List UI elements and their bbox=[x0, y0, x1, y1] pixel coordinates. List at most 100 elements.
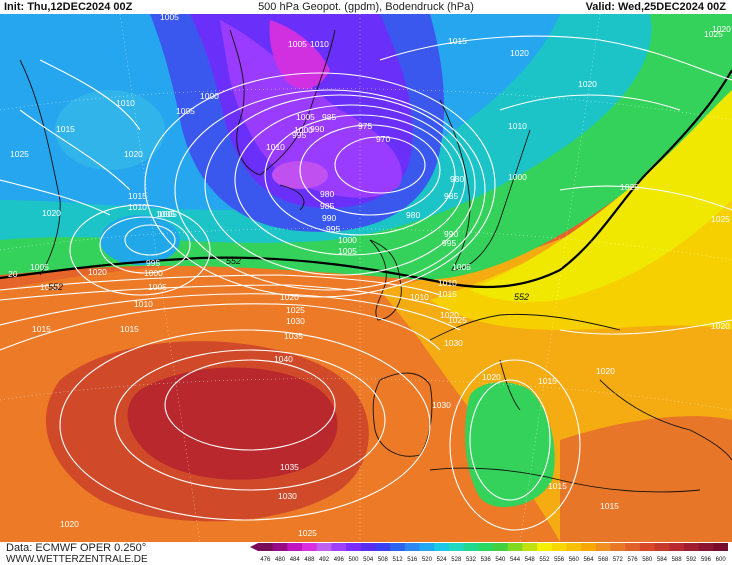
isobar-1025-east bbox=[559, 185, 732, 211]
colorbar-swatch bbox=[287, 543, 303, 551]
colorbar-tick-label: 568 bbox=[598, 557, 609, 563]
init-time-label: Init: Thu,12DEC2024 00Z bbox=[4, 1, 133, 13]
isobar-label: 1020 bbox=[42, 208, 61, 218]
isobar-1015-top bbox=[379, 35, 732, 81]
isobar-1020-top bbox=[499, 94, 681, 111]
colorbar-tick-label: 488 bbox=[304, 557, 315, 563]
colorbar-swatch bbox=[258, 543, 274, 551]
isobar-975 bbox=[299, 124, 441, 216]
isobar-label: 1020 bbox=[88, 267, 107, 277]
colorbar-swatch bbox=[463, 543, 479, 551]
isobar-label: 1015 bbox=[548, 481, 567, 491]
colorbar-tick-label: 524 bbox=[437, 557, 448, 563]
isobar-label: 985 bbox=[444, 191, 458, 201]
colorbar-swatch bbox=[404, 543, 420, 551]
isobar-label: 1015 bbox=[128, 191, 147, 201]
isobar-label: 1020 bbox=[280, 292, 299, 302]
colorbar-tick-label: 564 bbox=[583, 557, 594, 563]
isobar-label: 980 bbox=[406, 210, 420, 220]
isobar-label: 1015 bbox=[600, 501, 619, 511]
isobar-label: 980 bbox=[320, 189, 334, 199]
colorbar-swatch bbox=[625, 543, 641, 551]
geopot-552-contour bbox=[0, 69, 732, 289]
isobar-label: 1000 bbox=[144, 268, 163, 278]
isobar-label: 985 bbox=[322, 112, 336, 122]
isobar-label: 1015 bbox=[56, 124, 75, 134]
isobar-label: 1020 bbox=[482, 372, 501, 382]
isobar-label: 975 bbox=[358, 121, 372, 131]
colorbar-tick-label: 592 bbox=[686, 557, 697, 563]
isobar-990 bbox=[204, 94, 476, 276]
colorbar-swatch bbox=[698, 543, 714, 551]
isobar-label: 1005 bbox=[158, 209, 177, 219]
isobar-1020-east bbox=[559, 319, 732, 335]
isobar-label: 1005 bbox=[30, 262, 49, 272]
isobar-label: 990 bbox=[444, 229, 458, 239]
colorbar-swatch bbox=[493, 543, 509, 551]
magenta-core-fill bbox=[269, 20, 330, 89]
isobar-label: 1020 bbox=[712, 24, 731, 34]
cyan-pocket-fill bbox=[100, 215, 180, 265]
isobar-1025-a bbox=[0, 303, 441, 351]
isobar-label: 1010 bbox=[116, 98, 135, 108]
isobar-label: 1030 bbox=[286, 316, 305, 326]
isobar-label: 995 bbox=[442, 238, 456, 248]
isobar-label: 1010 bbox=[266, 142, 285, 152]
isobar-985 bbox=[234, 104, 466, 256]
scandinavia-coast bbox=[439, 99, 531, 271]
colorbar-tick-label: 496 bbox=[334, 557, 345, 563]
coastlines bbox=[19, 29, 732, 493]
colorbar-tick-label: 540 bbox=[495, 557, 506, 563]
italy-coast bbox=[499, 359, 521, 411]
isobar-label: 1010 bbox=[508, 121, 527, 131]
colorbar-swatch bbox=[683, 543, 700, 551]
colorbar-tick-label: 576 bbox=[628, 557, 639, 563]
isobar-label: 1030 bbox=[278, 491, 297, 501]
colorbar-tick-label: 520 bbox=[422, 557, 433, 563]
isobar-1020-nw bbox=[0, 179, 111, 216]
light-blue-pocket-fill bbox=[55, 90, 165, 170]
isobar-label: 980 bbox=[450, 174, 464, 184]
isobar-1035 bbox=[114, 349, 386, 491]
isobar-label: 1020 bbox=[596, 366, 615, 376]
colorbar-tick-label: 504 bbox=[363, 557, 374, 563]
colorbar-swatch bbox=[507, 543, 523, 551]
isobar-label: 1020 bbox=[578, 79, 597, 89]
isobar-label: 990 bbox=[310, 124, 324, 134]
iceland-coast bbox=[279, 184, 305, 211]
colorbar-tick-label: 528 bbox=[451, 557, 462, 563]
isobar-1020-a bbox=[0, 293, 461, 331]
isobar-label: 1010 bbox=[128, 202, 147, 212]
colorbar-swatch bbox=[654, 543, 670, 551]
colorbar-swatch bbox=[302, 543, 318, 551]
isobar-label: 1020 bbox=[510, 48, 529, 58]
isobar-label: 1020 bbox=[124, 149, 143, 159]
isobar-1005-west bbox=[69, 204, 211, 296]
isobar-label: 985 bbox=[320, 201, 334, 211]
colorbar-tick-label: 512 bbox=[393, 557, 404, 563]
isobar-label: 1030 bbox=[444, 338, 463, 348]
isobar-1010-nw bbox=[39, 59, 141, 131]
colorbar-swatches bbox=[250, 543, 728, 551]
canada-coast bbox=[19, 59, 61, 276]
colorbar-tick-label: 492 bbox=[319, 557, 330, 563]
geopot-552-label: 552 bbox=[226, 256, 241, 266]
yellow-region-fill bbox=[430, 100, 732, 330]
isobar-label: 1015 bbox=[538, 376, 557, 386]
isobar-label: 1000 bbox=[338, 235, 357, 245]
colorbar-swatch bbox=[448, 543, 465, 551]
isobar-label: 1020 bbox=[711, 321, 730, 331]
colorbar-swatch bbox=[639, 543, 655, 551]
isobar-1015-med bbox=[449, 359, 581, 531]
colorbar-swatch bbox=[434, 543, 450, 551]
colorbar-swatch bbox=[346, 543, 362, 551]
colorbar-swatch bbox=[610, 543, 626, 551]
colorbar-swatch bbox=[419, 543, 435, 551]
isobar-labels: 1005101010151020100510001005102010151010… bbox=[8, 14, 731, 538]
isobar-label: 1040 bbox=[274, 354, 293, 364]
valid-time-label: Valid: Wed,25DEC2024 00Z bbox=[585, 1, 726, 13]
isobar-label: 1020 bbox=[60, 519, 79, 529]
colorbar-tick-label: 572 bbox=[613, 557, 624, 563]
isobar-label: 1010 bbox=[40, 282, 59, 292]
